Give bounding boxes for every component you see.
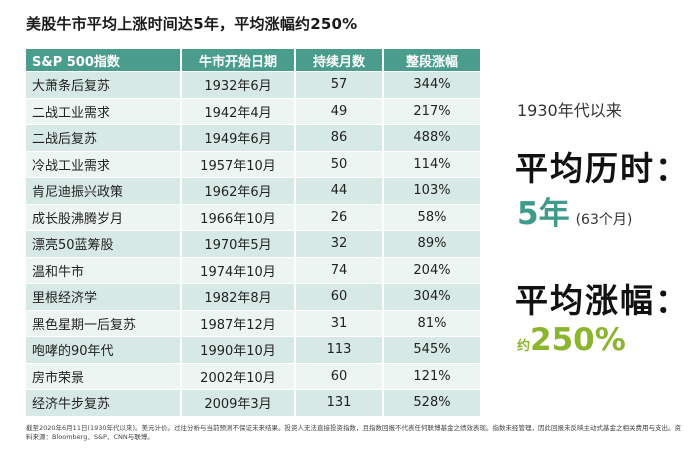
cell-start-date: 1942年4月 — [182, 97, 296, 124]
cell-gain: 58% — [384, 203, 480, 230]
table-row: 里根经济学 1982年8月 60 304% — [26, 283, 480, 310]
cell-months: 113 — [296, 336, 384, 363]
cell-index-name: 成长股沸腾岁月 — [26, 203, 182, 230]
cell-index-name: 里根经济学 — [26, 283, 182, 310]
cell-start-date: 2009年3月 — [182, 389, 296, 416]
cell-gain: 528% — [384, 389, 480, 416]
avg-duration-label: 平均历时： — [515, 149, 690, 188]
cell-index-name: 二战后复苏 — [26, 124, 182, 151]
cell-months: 57 — [296, 71, 384, 98]
cell-months: 60 — [296, 362, 384, 389]
cell-months: 31 — [296, 309, 384, 336]
column-header-months: 持续月数 — [296, 49, 384, 71]
cell-gain: 121% — [384, 362, 480, 389]
cell-gain: 488% — [384, 124, 480, 151]
cell-gain: 304% — [384, 283, 480, 310]
avg-duration-note: (63个月) — [575, 212, 633, 228]
cell-months: 50 — [296, 150, 384, 177]
cell-months: 60 — [296, 283, 384, 310]
cell-gain: 89% — [384, 230, 480, 257]
cell-start-date: 1966年10月 — [182, 203, 296, 230]
since-1930s-label: 1930年代以来 — [517, 101, 622, 120]
cell-index-name: 肯尼迪振兴政策 — [26, 177, 182, 204]
table-row: 经济牛步复苏 2009年3月 131 528% — [26, 389, 480, 416]
cell-gain: 114% — [384, 150, 480, 177]
table-row: 黑色星期一后复苏 1987年12月 31 81% — [26, 309, 480, 336]
column-header-gain: 整段涨幅 — [384, 49, 480, 71]
cell-gain: 545% — [384, 336, 480, 363]
cell-months: 49 — [296, 97, 384, 124]
cell-months: 26 — [296, 203, 384, 230]
cell-index-name: 温和牛市 — [26, 256, 182, 283]
cell-start-date: 1982年8月 — [182, 283, 296, 310]
column-header-index: S&P 500指数 — [26, 49, 182, 71]
cell-index-name: 二战工业需求 — [26, 97, 182, 124]
avg-duration-stat: 5年 (63个月) — [517, 188, 632, 233]
cell-months: 32 — [296, 230, 384, 257]
cell-start-date: 1962年6月 — [182, 177, 296, 204]
avg-gain-label: 平均涨幅： — [515, 281, 690, 320]
footnote: 截至2020年6月11日(1930年代以來)。美元计价。过往分析与当前预测不保证… — [26, 424, 682, 441]
cell-gain: 204% — [384, 256, 480, 283]
cell-start-date: 1990年10月 — [182, 336, 296, 363]
avg-gain-prefix: 约 — [517, 339, 531, 354]
avg-duration-value: 5年 — [517, 196, 570, 232]
table-row: 温和牛市 1974年10月 74 204% — [26, 256, 480, 283]
cell-gain: 81% — [384, 309, 480, 336]
table-row: 大萧条后复苏 1932年6月 57 344% — [26, 71, 480, 98]
cell-start-date: 1957年10月 — [182, 150, 296, 177]
table-row: 咆哮的90年代 1990年10月 113 545% — [26, 336, 480, 363]
cell-index-name: 经济牛步复苏 — [26, 389, 182, 416]
avg-gain-value: 250% — [530, 322, 626, 358]
table-row: 冷战工业需求 1957年10月 50 114% — [26, 150, 480, 177]
table-header-row: S&P 500指数 牛市开始日期 持续月数 整段涨幅 — [26, 49, 480, 71]
avg-gain-stat: 约250% — [517, 322, 626, 358]
cell-months: 86 — [296, 124, 384, 151]
cell-index-name: 房市荣景 — [26, 362, 182, 389]
table-body: 大萧条后复苏 1932年6月 57 344% 二战工业需求 1942年4月 49 217% 二战… — [26, 71, 480, 416]
page-title: 美股牛市平均上涨时间达5年，平均涨幅约250% — [26, 15, 358, 33]
cell-index-name: 冷战工业需求 — [26, 150, 182, 177]
table-row: 漂亮50蓝筹股 1970年5月 32 89% — [26, 230, 480, 257]
cell-gain: 103% — [384, 177, 480, 204]
cell-months: 131 — [296, 389, 384, 416]
cell-start-date: 2002年10月 — [182, 362, 296, 389]
table-row: 二战工业需求 1942年4月 49 217% — [26, 97, 480, 124]
cell-start-date: 1949年6月 — [182, 124, 296, 151]
cell-start-date: 1932年6月 — [182, 71, 296, 98]
bull-market-table: S&P 500指数 牛市开始日期 持续月数 整段涨幅 大萧条后复苏 1932年6月… — [26, 49, 480, 416]
cell-index-name: 黑色星期一后复苏 — [26, 309, 182, 336]
cell-gain: 217% — [384, 97, 480, 124]
cell-gain: 344% — [384, 71, 480, 98]
cell-index-name: 咆哮的90年代 — [26, 336, 182, 363]
table-row: 肯尼迪振兴政策 1962年6月 44 103% — [26, 177, 480, 204]
column-header-start-date: 牛市开始日期 — [182, 49, 296, 71]
cell-index-name: 漂亮50蓝筹股 — [26, 230, 182, 257]
cell-months: 74 — [296, 256, 384, 283]
table-row: 房市荣景 2002年10月 60 121% — [26, 362, 480, 389]
cell-start-date: 1987年12月 — [182, 309, 296, 336]
cell-start-date: 1970年5月 — [182, 230, 296, 257]
cell-index-name: 大萧条后复苏 — [26, 71, 182, 98]
cell-months: 44 — [296, 177, 384, 204]
cell-start-date: 1974年10月 — [182, 256, 296, 283]
table-row: 成长股沸腾岁月 1966年10月 26 58% — [26, 203, 480, 230]
table-row: 二战后复苏 1949年6月 86 488% — [26, 124, 480, 151]
